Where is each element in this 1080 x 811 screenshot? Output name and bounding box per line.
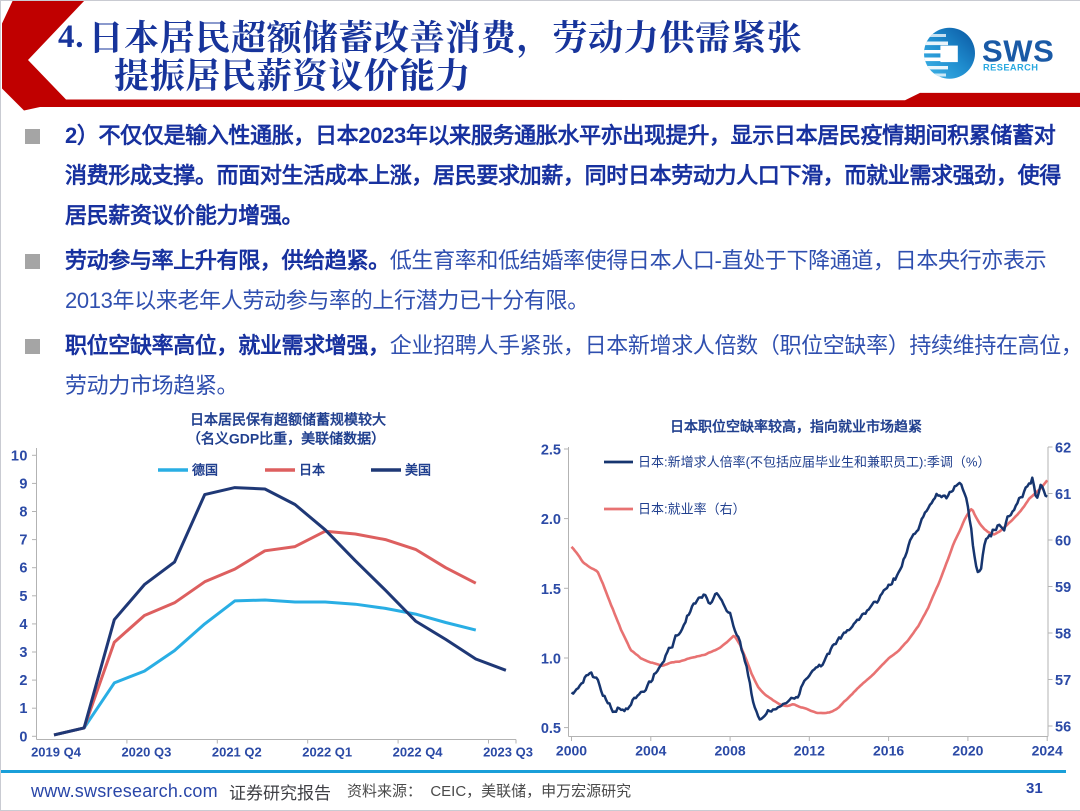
svg-text:SWS: SWS (982, 34, 1054, 69)
svg-text:2022 Q4: 2022 Q4 (393, 745, 444, 760)
svg-text:56: 56 (1055, 720, 1071, 736)
svg-text:日本:新增求人倍率(不包括应届毕业生和兼职员工):季调（%）: 日本:新增求人倍率(不包括应届毕业生和兼职员工):季调（%） (638, 455, 990, 470)
svg-text:2: 2 (19, 673, 28, 689)
svg-text:2023 Q3: 2023 Q3 (483, 745, 533, 760)
svg-text:德国: 德国 (192, 463, 218, 478)
svg-text:2.5: 2.5 (541, 443, 561, 459)
svg-text:美国: 美国 (405, 463, 431, 478)
svg-text:8: 8 (19, 505, 28, 521)
svg-text:2019 Q4: 2019 Q4 (31, 745, 82, 760)
svg-text:0: 0 (19, 729, 28, 745)
svg-text:日本职位空缺率较高，指向就业市场趋紧: 日本职位空缺率较高，指向就业市场趋紧 (670, 419, 922, 435)
svg-text:日本: 日本 (299, 463, 325, 478)
svg-text:2012: 2012 (794, 743, 825, 759)
svg-text:9: 9 (19, 476, 28, 492)
svg-text:2022 Q1: 2022 Q1 (302, 745, 352, 760)
svg-text:3: 3 (19, 645, 28, 661)
svg-text:58: 58 (1055, 627, 1071, 643)
svg-text:6: 6 (19, 561, 28, 577)
svg-text:RESEARCH: RESEARCH (983, 63, 1038, 73)
svg-text:0.5: 0.5 (541, 721, 561, 737)
svg-text:2016: 2016 (873, 743, 904, 759)
svg-text:2024: 2024 (1032, 743, 1063, 759)
svg-text:2020 Q3: 2020 Q3 (121, 745, 171, 760)
svg-text:5: 5 (19, 589, 28, 605)
svg-text:2021 Q2: 2021 Q2 (212, 745, 262, 760)
svg-text:60: 60 (1055, 534, 1071, 550)
svg-text:日本居民保有超额储蓄规模较大: 日本居民保有超额储蓄规模较大 (190, 412, 386, 428)
svg-text:57: 57 (1055, 673, 1071, 689)
svg-text:7: 7 (19, 533, 28, 549)
svg-text:日本:就业率（右）: 日本:就业率（右） (638, 502, 746, 517)
svg-text:2.0: 2.0 (541, 512, 561, 528)
svg-text:1: 1 (19, 701, 28, 717)
svg-text:2020: 2020 (952, 743, 983, 759)
svg-text:59: 59 (1055, 580, 1071, 596)
svg-text:1.5: 1.5 (541, 582, 561, 598)
svg-text:2004: 2004 (635, 743, 666, 759)
svg-text:61: 61 (1055, 487, 1071, 503)
svg-text:2008: 2008 (715, 743, 746, 759)
svg-text:4: 4 (19, 617, 28, 633)
svg-text:（名义GDP比重，美联储数据）: （名义GDP比重，美联储数据） (187, 431, 385, 447)
svg-text:1.0: 1.0 (541, 652, 561, 668)
svg-text:10: 10 (11, 448, 28, 464)
svg-text:2000: 2000 (556, 743, 587, 759)
svg-text:62: 62 (1055, 441, 1071, 457)
